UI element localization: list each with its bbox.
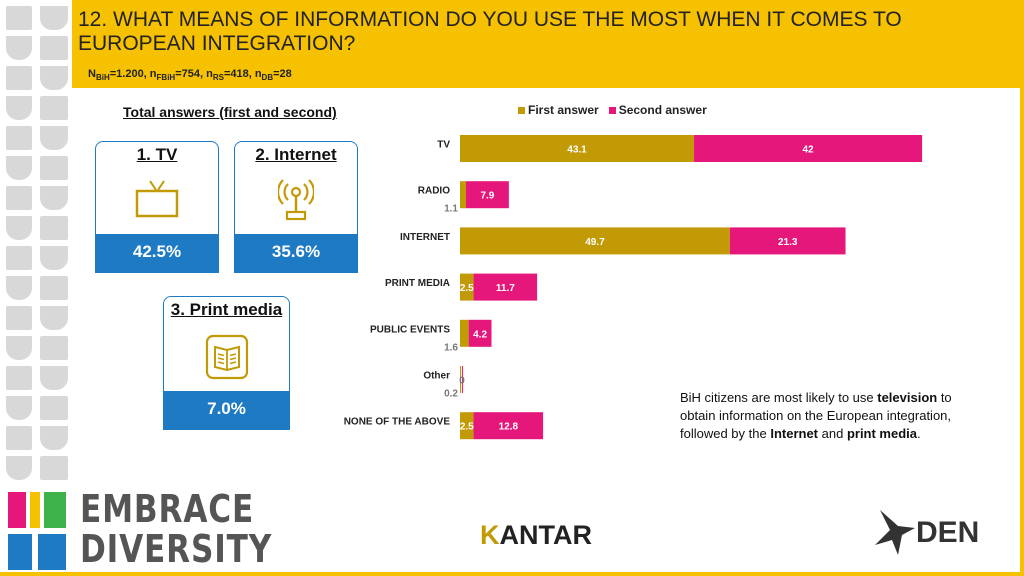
category-label: INTERNET [400,232,450,243]
summary-note: BiH citizens are most likely to use tele… [680,390,952,441]
header-bar [72,0,1024,88]
card-title: 1. TV [136,145,178,164]
side-pattern-block [40,216,68,240]
side-pattern-block [6,66,32,90]
bar-first [460,181,466,209]
bar-second [462,366,464,393]
data-label: 0.2 [444,389,458,400]
card-value: 42.5% [96,234,218,272]
side-pattern-block [6,456,32,480]
side-pattern-block [40,306,68,330]
legend-item-first: First answer [518,103,599,117]
antenna-icon [278,179,314,221]
side-pattern-block [6,276,32,300]
data-label: 4.2 [473,329,487,340]
bar-second [468,319,492,347]
data-label: 11.7 [496,283,515,294]
category-label: RADIO [418,186,450,197]
side-pattern-block [6,216,32,240]
side-pattern-block [40,156,68,180]
data-label: 2.5 [460,422,474,433]
legend-swatch [518,106,525,114]
category-label: Other [423,371,450,382]
den-logo: DEN [870,500,990,565]
category-label: TV [437,140,450,151]
card-tv: 1. TV 42.5% [95,141,219,273]
side-pattern-block [40,456,68,480]
side-pattern-block [6,6,32,30]
category-label: PUBLIC EVENTS [370,324,450,335]
data-label: 7.9 [480,191,494,202]
svg-text:DEN: DEN [916,516,979,549]
bar-second [473,273,538,301]
side-pattern-block [6,36,32,60]
newspaper-icon [205,334,248,380]
data-label: 43.1 [567,145,587,156]
side-pattern-block [6,186,32,210]
kantar-logo: KANTAR [480,520,592,550]
card-print-media: 3. Print media 7.0% [163,296,290,430]
side-pattern-block [40,276,68,300]
side-pattern-block [6,336,32,360]
side-pattern-block [40,96,68,120]
legend-label: Second answer [618,103,707,117]
side-pattern-block [40,396,68,420]
summary-label: Total answers (first and second) [123,104,337,120]
bar-first [460,227,730,255]
page-title: 12. WHAT MEANS OF INFORMATION DO YOU USE… [78,8,902,55]
bar-first [460,319,469,347]
side-pattern-block [6,246,32,270]
bar-second [694,135,923,162]
side-pattern-block [40,246,68,270]
bar-second [729,227,846,255]
side-pattern-block [6,306,32,330]
side-pattern-block [40,126,68,150]
bar-chart: TV 43.1 42 RADIO 1.1 7.9 INTERNET 49.7 21.3 PRINT… [344,135,923,440]
bar-first [460,366,462,393]
bih-eu-logo [8,492,66,570]
side-pattern-block [6,156,32,180]
data-label: 49.7 [585,237,605,248]
legend-item-second: Second answer [608,103,707,117]
category-label: NONE OF THE ABOVE [344,417,451,428]
data-label: 0 [459,376,465,387]
side-pattern-block [40,66,68,90]
side-pattern-block [40,336,68,360]
data-label: 42 [803,145,815,156]
embrace-diversity-logo: EMBRACE DIVERSITY [80,487,273,571]
legend-label: First answer [528,103,599,117]
legend-swatch [608,106,616,114]
card-value: 7.0% [164,391,289,429]
side-pattern-block [40,36,68,60]
side-pattern-block [40,426,68,450]
data-label: 21.3 [778,237,798,248]
bar-second [465,181,509,209]
tv-icon [135,180,179,218]
card-value: 35.6% [235,234,357,272]
side-pattern-block [6,366,32,390]
side-pattern-block [6,96,32,120]
sample-size: NBiH=1.200, nFBiH=754, nRS=418, nDB=28 [88,68,292,83]
card-internet: 2. Internet 35.6% [234,141,358,273]
bar-first [460,135,695,162]
card-title: 2. Internet [255,145,337,164]
bar-first [460,412,474,440]
side-pattern-block [6,396,32,420]
side-pattern-block [40,366,68,390]
data-label: 2.5 [460,283,474,294]
side-pattern-block [6,126,32,150]
category-label: PRINT MEDIA [385,278,450,289]
side-pattern-block [40,186,68,210]
bar-first [460,273,474,301]
data-label: 1.6 [444,342,458,353]
chart-legend: First answer Second answer [518,103,707,117]
data-label: 12.8 [499,422,519,433]
card-title: 3. Print media [170,300,283,319]
bar-second [473,412,544,440]
side-pattern-block [40,6,68,30]
side-pattern [0,0,72,480]
side-pattern-block [6,426,32,450]
data-label: 1.1 [444,204,458,215]
